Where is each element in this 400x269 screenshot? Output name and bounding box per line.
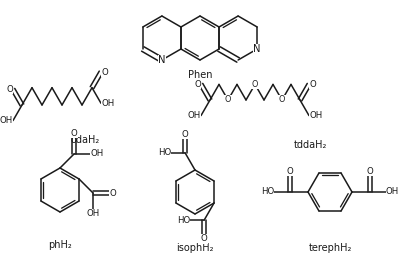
Text: O: O <box>279 95 285 104</box>
Text: OH: OH <box>309 111 322 120</box>
Text: HO: HO <box>177 216 190 225</box>
Text: O: O <box>194 80 201 89</box>
Text: O: O <box>225 95 231 104</box>
Text: O: O <box>182 130 188 139</box>
Text: O: O <box>71 129 78 138</box>
Text: HO: HO <box>261 187 274 196</box>
Text: OH: OH <box>101 99 114 108</box>
Text: O: O <box>201 234 208 243</box>
Text: Phen: Phen <box>188 70 212 80</box>
Text: tddaH₂: tddaH₂ <box>293 140 327 150</box>
Text: HO: HO <box>158 148 171 157</box>
Text: OH: OH <box>0 116 13 125</box>
Text: OH: OH <box>188 111 201 120</box>
Text: O: O <box>367 167 373 176</box>
Text: phH₂: phH₂ <box>48 240 72 250</box>
Text: terephH₂: terephH₂ <box>308 243 352 253</box>
Text: O: O <box>6 85 13 94</box>
Text: O: O <box>252 80 258 89</box>
Text: N: N <box>254 44 261 54</box>
Text: OH: OH <box>90 149 103 158</box>
Text: N: N <box>158 55 166 65</box>
Text: odaH₂: odaH₂ <box>70 135 100 145</box>
Text: OH: OH <box>386 187 399 196</box>
Text: isophH₂: isophH₂ <box>176 243 214 253</box>
Text: O: O <box>309 80 316 89</box>
Text: O: O <box>109 189 116 198</box>
Text: OH: OH <box>86 209 100 218</box>
Text: O: O <box>287 167 293 176</box>
Text: O: O <box>101 68 108 77</box>
